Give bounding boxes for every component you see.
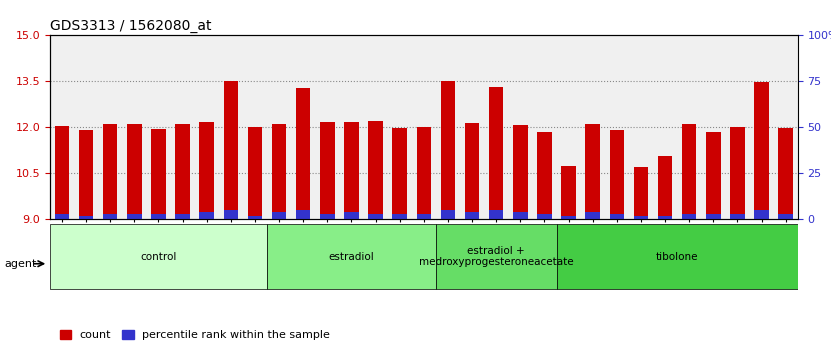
FancyBboxPatch shape xyxy=(50,224,267,289)
Bar xyxy=(79,130,93,219)
Bar xyxy=(175,124,189,219)
Bar xyxy=(103,124,117,219)
Bar xyxy=(465,123,479,219)
Bar xyxy=(634,216,648,219)
Bar xyxy=(320,122,335,219)
Legend: count, percentile rank within the sample: count, percentile rank within the sample xyxy=(56,326,335,345)
Bar xyxy=(199,122,214,219)
Bar xyxy=(127,214,141,219)
Bar xyxy=(755,82,769,219)
Bar xyxy=(151,129,165,219)
Text: estradiol: estradiol xyxy=(328,252,374,262)
Bar xyxy=(392,214,407,219)
Bar xyxy=(561,166,576,219)
Bar xyxy=(224,81,238,219)
Bar xyxy=(779,214,793,219)
Bar xyxy=(272,124,287,219)
Bar xyxy=(368,214,383,219)
Bar xyxy=(248,216,262,219)
Bar xyxy=(513,212,528,219)
Bar xyxy=(658,216,672,219)
Bar xyxy=(224,210,238,219)
Bar xyxy=(755,210,769,219)
Bar xyxy=(537,214,552,219)
Bar xyxy=(440,81,455,219)
Bar xyxy=(706,214,720,219)
Bar xyxy=(537,132,552,219)
Text: estradiol +
medroxyprogesteroneacetate: estradiol + medroxyprogesteroneacetate xyxy=(419,246,573,268)
Bar xyxy=(368,121,383,219)
Bar xyxy=(199,212,214,219)
Bar xyxy=(682,124,696,219)
Bar xyxy=(55,126,69,219)
Bar xyxy=(610,130,624,219)
Bar xyxy=(586,212,600,219)
Text: GDS3313 / 1562080_at: GDS3313 / 1562080_at xyxy=(50,19,211,33)
Bar xyxy=(779,129,793,219)
FancyBboxPatch shape xyxy=(557,224,798,289)
Bar xyxy=(103,214,117,219)
Bar xyxy=(730,127,745,219)
Bar xyxy=(320,214,335,219)
Bar xyxy=(586,124,600,219)
Bar xyxy=(730,214,745,219)
Bar xyxy=(79,216,93,219)
Bar xyxy=(682,214,696,219)
Bar xyxy=(416,214,431,219)
Text: control: control xyxy=(140,252,177,262)
FancyBboxPatch shape xyxy=(267,224,436,289)
Text: agent: agent xyxy=(4,259,37,269)
Bar xyxy=(296,210,311,219)
Bar xyxy=(513,125,528,219)
Bar xyxy=(561,216,576,219)
Bar xyxy=(344,212,359,219)
Bar xyxy=(151,214,165,219)
Bar xyxy=(392,129,407,219)
Bar xyxy=(416,127,431,219)
FancyBboxPatch shape xyxy=(436,224,557,289)
Bar xyxy=(440,210,455,219)
Bar xyxy=(248,127,262,219)
Bar xyxy=(465,212,479,219)
Bar xyxy=(127,124,141,219)
Bar xyxy=(634,167,648,219)
Bar xyxy=(658,156,672,219)
Bar xyxy=(175,214,189,219)
Bar xyxy=(296,87,311,219)
Bar xyxy=(610,214,624,219)
Text: tibolone: tibolone xyxy=(656,252,698,262)
Bar xyxy=(55,214,69,219)
Bar xyxy=(272,212,287,219)
Bar xyxy=(489,87,504,219)
Bar xyxy=(489,210,504,219)
Bar xyxy=(344,122,359,219)
Bar xyxy=(706,132,720,219)
